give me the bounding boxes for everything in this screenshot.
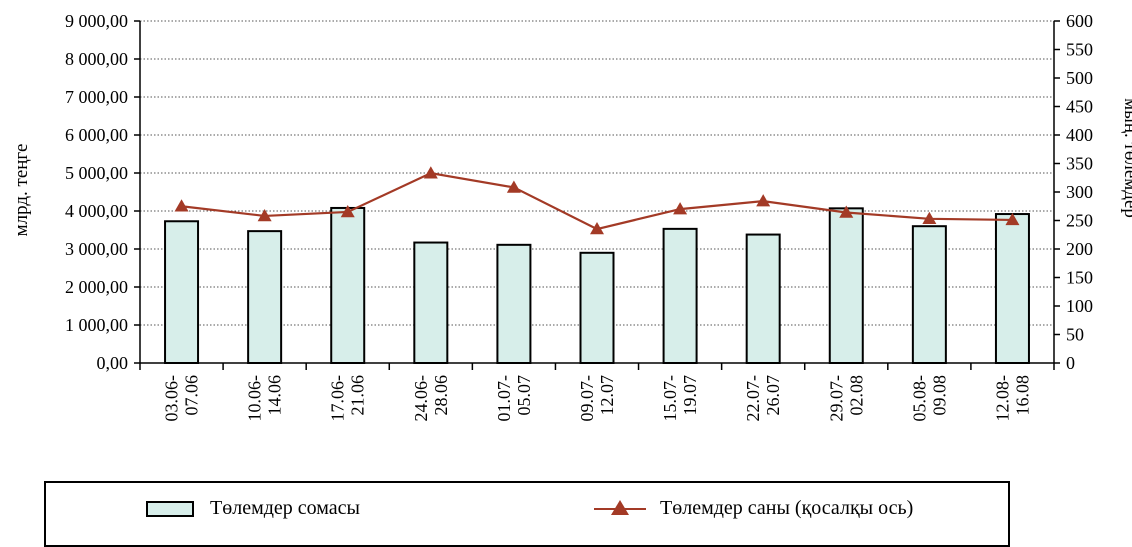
bar (413, 241, 449, 364)
right-tick-label: 250 (1066, 211, 1093, 231)
left-tick-label: 6 000,00 (65, 125, 128, 145)
x-tick-label-line: 22.07- (743, 375, 763, 422)
line-point (922, 211, 937, 225)
x-tick-label-line: 26.07 (763, 375, 783, 416)
x-tick-label-line: 02.08 (846, 375, 866, 416)
line-point (423, 166, 438, 179)
line-point (590, 222, 604, 235)
x-tick-label-line: 05.07 (514, 375, 534, 416)
right-tick-label: 50 (1066, 325, 1084, 345)
x-tick-label-line: 21.06 (348, 375, 368, 416)
left-tick-label: 2 000,00 (65, 277, 128, 297)
x-tick-label: 05.08- 09.08 (909, 375, 949, 422)
legend-line-label: Төлемдер саны (қосалқы ось) (660, 497, 914, 519)
left-axis-title: млрд. теңге (11, 144, 32, 237)
bar (828, 207, 864, 364)
x-tick-label-line: 03.06- (162, 375, 182, 422)
left-tick-label: 8 000,00 (65, 49, 128, 69)
line-point (506, 180, 521, 193)
x-tick-label-line: 14.06 (265, 375, 285, 416)
x-tick-label: 01.07- 05.07 (494, 375, 534, 422)
x-tick-label-line: 17.06- (328, 375, 348, 422)
x-tick-label: 03.06- 07.06 (162, 375, 202, 422)
line-point (673, 202, 688, 215)
line-point (340, 204, 355, 218)
legend: Төлемдер сомасы Төлемдер саны (қосалқы о… (44, 481, 1010, 547)
right-tick-label: 550 (1066, 40, 1093, 60)
right-tick-label: 0 (1066, 353, 1075, 373)
bar (745, 233, 781, 364)
line-point (756, 194, 771, 207)
x-tick-label-line: 12.07 (597, 375, 617, 416)
legend-line-swatch (594, 499, 646, 519)
bar (662, 227, 698, 364)
x-axis-ticks: 03.06- 07.06 10.06- 14.06 17.06- 21.06 24.06- 2… (139, 363, 1055, 422)
x-tick-label-line: 29.07- (826, 375, 846, 422)
legend-item-line: Төлемдер саны (қосалқы ось) (594, 497, 913, 520)
right-tick-label: 300 (1066, 182, 1093, 202)
bar (911, 225, 947, 364)
right-tick-label: 100 (1066, 296, 1093, 316)
left-tick-label: 7 000,00 (65, 87, 128, 107)
left-tick-label: 4 000,00 (65, 201, 128, 221)
x-tick-label: 10.06- 14.06 (245, 375, 285, 422)
bar (247, 230, 283, 364)
right-tick-label: 350 (1066, 154, 1093, 174)
x-tick-label-line: 09.08 (929, 375, 949, 416)
x-tick-label: 22.07- 26.07 (743, 375, 783, 422)
chart: 0,00 1 000,00 2 000,00 3 000,00 4 000,00 5 00… (11, 11, 1132, 422)
right-tick-label: 200 (1066, 239, 1093, 259)
left-tick-label: 3 000,00 (65, 239, 128, 259)
x-tick-label-line: 05.08- (909, 375, 929, 422)
legend-bar-swatch (146, 500, 194, 517)
x-tick-label: 15.07- 19.07 (660, 375, 700, 422)
left-tick-label: 0,00 (97, 353, 129, 373)
bar (994, 213, 1030, 364)
x-tick-label-line: 10.06- (245, 375, 265, 422)
x-tick-label: 17.06- 21.06 (328, 375, 368, 422)
bar (496, 243, 532, 365)
line-point (257, 208, 272, 222)
x-tick-label-line: 19.07 (680, 375, 700, 416)
x-tick-label-line: 15.07- (660, 375, 680, 422)
legend-item-bars: Төлемдер сомасы (146, 497, 360, 520)
right-tick-label: 400 (1066, 125, 1093, 145)
line-series (174, 166, 1020, 235)
x-tick-label: 24.06- 28.06 (411, 375, 451, 422)
right-tick-label: 600 (1066, 11, 1093, 31)
x-tick-label: 29.07- 02.08 (826, 375, 866, 422)
x-tick-label-line: 28.06 (431, 375, 451, 416)
left-tick-label: 5 000,00 (65, 163, 128, 183)
x-tick-label-line: 16.08 (1012, 375, 1032, 416)
series-line (181, 172, 1013, 231)
legend-bar-label: Төлемдер сомасы (210, 497, 360, 519)
x-tick-label: 12.08- 16.08 (992, 375, 1032, 422)
right-tick-label: 450 (1066, 97, 1093, 117)
line-point (1005, 212, 1020, 226)
x-tick-label-line: 12.08- (992, 375, 1012, 422)
right-axis-title: мың. төлемдер (1120, 98, 1132, 218)
x-tick-label-line: 24.06- (411, 375, 431, 422)
x-tick-label-line: 07.06 (182, 375, 202, 416)
x-tick-label-line: 09.07- (577, 375, 597, 422)
left-axis-ticks: 0,00 1 000,00 2 000,00 3 000,00 4 000,00 5 00… (65, 11, 140, 373)
right-axis-ticks: 0 50 100 150 200 250 300 350 400 450 500 550 600 (1054, 11, 1093, 373)
left-tick-label: 9 000,00 (65, 11, 128, 31)
line-point (174, 199, 189, 212)
right-tick-label: 150 (1066, 268, 1093, 288)
bar (164, 220, 200, 364)
x-tick-label: 09.07- 12.07 (577, 375, 617, 422)
line-point (839, 205, 854, 218)
bar (330, 206, 366, 364)
bar (579, 251, 615, 364)
left-tick-label: 1 000,00 (65, 315, 128, 335)
x-tick-label-line: 01.07- (494, 375, 514, 422)
right-tick-label: 500 (1066, 68, 1093, 88)
